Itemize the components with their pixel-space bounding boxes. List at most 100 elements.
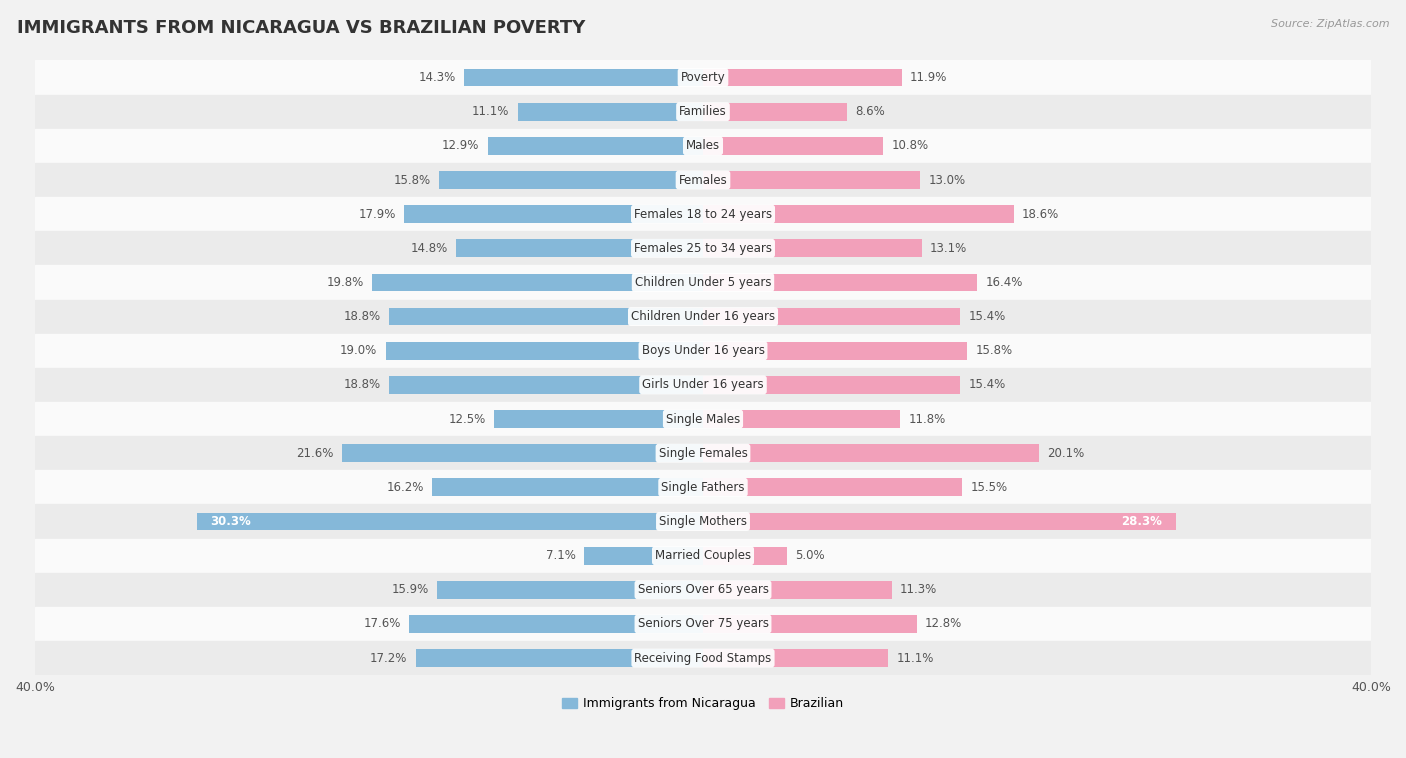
Bar — [35, 436, 1371, 470]
Bar — [389, 308, 703, 325]
Text: Married Couples: Married Couples — [655, 549, 751, 562]
Bar — [703, 205, 1014, 223]
Bar — [35, 504, 1371, 539]
Text: 14.3%: 14.3% — [419, 71, 456, 84]
Bar — [35, 334, 1371, 368]
Bar — [703, 444, 1039, 462]
Text: Single Females: Single Females — [658, 446, 748, 459]
Bar — [703, 171, 920, 189]
Text: Boys Under 16 years: Boys Under 16 years — [641, 344, 765, 357]
Text: IMMIGRANTS FROM NICARAGUA VS BRAZILIAN POVERTY: IMMIGRANTS FROM NICARAGUA VS BRAZILIAN P… — [17, 19, 585, 37]
Text: 13.1%: 13.1% — [931, 242, 967, 255]
Text: 15.8%: 15.8% — [976, 344, 1012, 357]
Bar — [35, 197, 1371, 231]
Text: Receiving Food Stamps: Receiving Food Stamps — [634, 652, 772, 665]
Text: Females: Females — [679, 174, 727, 186]
Bar — [464, 69, 703, 86]
Bar — [35, 265, 1371, 299]
Bar — [35, 539, 1371, 573]
Text: 15.9%: 15.9% — [392, 584, 429, 597]
Text: 18.8%: 18.8% — [343, 378, 381, 391]
Bar — [197, 512, 703, 531]
Bar — [35, 402, 1371, 436]
Bar — [342, 444, 703, 462]
Text: Males: Males — [686, 139, 720, 152]
Text: Single Mothers: Single Mothers — [659, 515, 747, 528]
Bar — [35, 129, 1371, 163]
Text: 15.4%: 15.4% — [969, 378, 1005, 391]
Text: 19.8%: 19.8% — [326, 276, 364, 289]
Bar — [35, 231, 1371, 265]
Text: 11.8%: 11.8% — [908, 412, 946, 425]
Bar — [385, 342, 703, 359]
Text: 8.6%: 8.6% — [855, 105, 884, 118]
Bar — [35, 368, 1371, 402]
Text: 16.4%: 16.4% — [986, 276, 1022, 289]
Bar — [416, 649, 703, 667]
Text: Children Under 16 years: Children Under 16 years — [631, 310, 775, 323]
Text: 11.3%: 11.3% — [900, 584, 938, 597]
Text: 17.6%: 17.6% — [363, 618, 401, 631]
Bar — [703, 581, 891, 599]
Text: Seniors Over 75 years: Seniors Over 75 years — [637, 618, 769, 631]
Bar — [703, 615, 917, 633]
Text: 17.2%: 17.2% — [370, 652, 408, 665]
Bar — [703, 342, 967, 359]
Text: Source: ZipAtlas.com: Source: ZipAtlas.com — [1271, 19, 1389, 29]
Bar — [703, 137, 883, 155]
Bar — [495, 410, 703, 428]
Text: 16.2%: 16.2% — [387, 481, 425, 494]
Text: Females 18 to 24 years: Females 18 to 24 years — [634, 208, 772, 221]
Text: 13.0%: 13.0% — [928, 174, 966, 186]
Legend: Immigrants from Nicaragua, Brazilian: Immigrants from Nicaragua, Brazilian — [557, 692, 849, 715]
Bar — [437, 581, 703, 599]
Text: 20.1%: 20.1% — [1047, 446, 1084, 459]
Bar — [35, 163, 1371, 197]
Text: 11.9%: 11.9% — [910, 71, 948, 84]
Text: 12.9%: 12.9% — [441, 139, 479, 152]
Text: 11.1%: 11.1% — [472, 105, 509, 118]
Text: 17.9%: 17.9% — [359, 208, 395, 221]
Text: Families: Families — [679, 105, 727, 118]
Bar — [703, 376, 960, 393]
Bar — [409, 615, 703, 633]
Bar — [703, 69, 901, 86]
Text: Poverty: Poverty — [681, 71, 725, 84]
Bar — [404, 205, 703, 223]
Bar — [703, 240, 922, 257]
Text: Children Under 5 years: Children Under 5 years — [634, 276, 772, 289]
Text: Seniors Over 65 years: Seniors Over 65 years — [637, 584, 769, 597]
Text: 10.8%: 10.8% — [891, 139, 929, 152]
Bar — [703, 103, 846, 121]
Text: 18.6%: 18.6% — [1022, 208, 1059, 221]
Bar — [373, 274, 703, 291]
Bar — [35, 95, 1371, 129]
Bar — [35, 607, 1371, 641]
Text: 12.8%: 12.8% — [925, 618, 962, 631]
Bar — [35, 61, 1371, 95]
Bar — [703, 478, 962, 496]
Bar — [703, 512, 1175, 531]
Text: Single Fathers: Single Fathers — [661, 481, 745, 494]
Bar — [703, 410, 900, 428]
Text: Girls Under 16 years: Girls Under 16 years — [643, 378, 763, 391]
Bar — [35, 470, 1371, 504]
Bar — [517, 103, 703, 121]
Bar — [703, 547, 786, 565]
Text: 15.8%: 15.8% — [394, 174, 430, 186]
Text: 18.8%: 18.8% — [343, 310, 381, 323]
Text: 19.0%: 19.0% — [340, 344, 377, 357]
Bar — [439, 171, 703, 189]
Bar — [585, 547, 703, 565]
Text: Single Males: Single Males — [666, 412, 740, 425]
Bar — [703, 308, 960, 325]
Text: 15.5%: 15.5% — [970, 481, 1007, 494]
Bar — [35, 641, 1371, 675]
Bar — [488, 137, 703, 155]
Bar — [389, 376, 703, 393]
Text: 5.0%: 5.0% — [794, 549, 824, 562]
Text: 15.4%: 15.4% — [969, 310, 1005, 323]
Text: 14.8%: 14.8% — [411, 242, 447, 255]
Bar — [703, 274, 977, 291]
Bar — [433, 478, 703, 496]
